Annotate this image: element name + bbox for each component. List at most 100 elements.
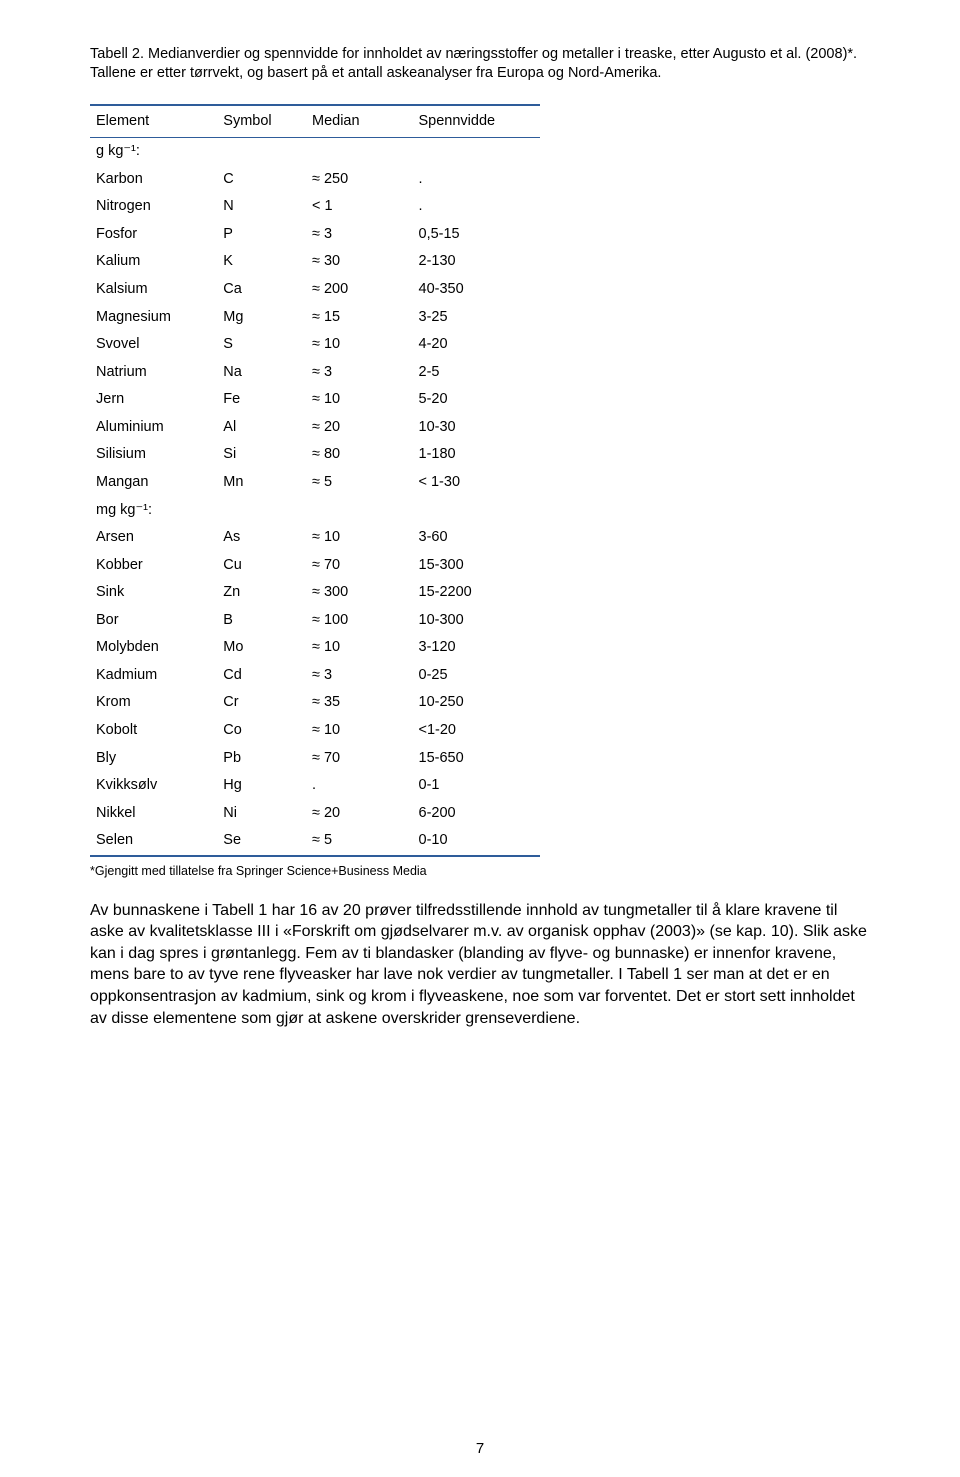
table-row: KoboltCo≈ 10<1-20 [90, 717, 540, 745]
table-row: ManganMn≈ 5< 1-30 [90, 469, 540, 497]
table-row: KvikksølvHg.0-1 [90, 772, 540, 800]
table-cell: Kadmium [90, 662, 217, 690]
table-cell: Mg [217, 304, 306, 332]
table-cell: Cr [217, 689, 306, 717]
table-cell: ≈ 300 [306, 579, 413, 607]
table-row: FosforP≈ 30,5-15 [90, 221, 540, 249]
table-cell: ≈ 5 [306, 469, 413, 497]
table-cell: 6-200 [413, 800, 541, 828]
table-cell: g kg⁻¹: [90, 138, 217, 166]
table-cell: 2-5 [413, 359, 541, 387]
table-cell: Natrium [90, 359, 217, 387]
table-cell: C [217, 166, 306, 194]
table-cell: <1-20 [413, 717, 541, 745]
col-header-spennvidde: Spennvidde [413, 105, 541, 138]
table-unit-row: g kg⁻¹: [90, 138, 540, 166]
table-cell: ≈ 15 [306, 304, 413, 332]
table-cell: Jern [90, 386, 217, 414]
table-row: AluminiumAl≈ 2010-30 [90, 414, 540, 442]
table-cell: Pb [217, 745, 306, 773]
table-caption: Tabell 2. Medianverdier og spennvidde fo… [90, 45, 870, 84]
table-row: SilisiumSi≈ 801-180 [90, 441, 540, 469]
table-body: g kg⁻¹:KarbonC≈ 250.NitrogenN< 1.FosforP… [90, 138, 540, 856]
table-cell: Bor [90, 607, 217, 635]
table-cell: 3-60 [413, 524, 541, 552]
table-cell: Hg [217, 772, 306, 800]
table-cell: Krom [90, 689, 217, 717]
table-cell: Mo [217, 634, 306, 662]
table-cell [306, 138, 413, 166]
table-cell: 10-250 [413, 689, 541, 717]
table-cell: ≈ 10 [306, 717, 413, 745]
table-cell [217, 138, 306, 166]
table-cell: 0-10 [413, 827, 541, 856]
table-cell: ≈ 100 [306, 607, 413, 635]
table-cell: ≈ 20 [306, 414, 413, 442]
table-cell: Kvikksølv [90, 772, 217, 800]
table-unit-row: mg kg⁻¹: [90, 497, 540, 525]
table-cell: ≈ 10 [306, 634, 413, 662]
table-row: KadmiumCd≈ 30-25 [90, 662, 540, 690]
table-head: Element Symbol Median Spennvidde [90, 105, 540, 138]
table-cell: Aluminium [90, 414, 217, 442]
table-cell: ≈ 80 [306, 441, 413, 469]
table-row: SelenSe≈ 50-10 [90, 827, 540, 856]
table-cell: Selen [90, 827, 217, 856]
table-cell: As [217, 524, 306, 552]
table-cell [413, 138, 541, 166]
table-cell: 3-120 [413, 634, 541, 662]
table-cell: Mangan [90, 469, 217, 497]
table-cell: Co [217, 717, 306, 745]
page-container: Tabell 2. Medianverdier og spennvidde fo… [0, 0, 960, 1477]
table-cell: Sink [90, 579, 217, 607]
table-cell: Kobolt [90, 717, 217, 745]
table-header-row: Element Symbol Median Spennvidde [90, 105, 540, 138]
table-cell: Al [217, 414, 306, 442]
table-cell: 10-300 [413, 607, 541, 635]
col-header-element: Element [90, 105, 217, 138]
table-cell: ≈ 200 [306, 276, 413, 304]
table-row: KromCr≈ 3510-250 [90, 689, 540, 717]
table-cell: Zn [217, 579, 306, 607]
col-header-symbol: Symbol [217, 105, 306, 138]
col-header-median: Median [306, 105, 413, 138]
table-cell: . [413, 193, 541, 221]
table-cell: ≈ 3 [306, 359, 413, 387]
table-cell: Fe [217, 386, 306, 414]
table-cell: Silisium [90, 441, 217, 469]
table-cell: ≈ 70 [306, 745, 413, 773]
table-cell: ≈ 20 [306, 800, 413, 828]
table-cell: ≈ 10 [306, 386, 413, 414]
table-cell: 0-25 [413, 662, 541, 690]
table-row: NatriumNa≈ 32-5 [90, 359, 540, 387]
table-cell: Kobber [90, 552, 217, 580]
table-cell: . [306, 772, 413, 800]
table-row: NitrogenN< 1. [90, 193, 540, 221]
table-row: KalsiumCa≈ 20040-350 [90, 276, 540, 304]
table-cell: Se [217, 827, 306, 856]
table-cell: 15-300 [413, 552, 541, 580]
table-row: BlyPb≈ 7015-650 [90, 745, 540, 773]
table-cell: 5-20 [413, 386, 541, 414]
table-cell: Si [217, 441, 306, 469]
table-cell: 15-650 [413, 745, 541, 773]
table-cell: N [217, 193, 306, 221]
table-cell: Cd [217, 662, 306, 690]
table-cell [413, 497, 541, 525]
body-paragraph: Av bunnaskene i Tabell 1 har 16 av 20 pr… [90, 900, 870, 1030]
table-row: KobberCu≈ 7015-300 [90, 552, 540, 580]
page-number: 7 [0, 1439, 960, 1459]
table-cell: ≈ 3 [306, 221, 413, 249]
table-cell: Svovel [90, 331, 217, 359]
table-cell: 4-20 [413, 331, 541, 359]
table-cell: 40-350 [413, 276, 541, 304]
table-cell: Nikkel [90, 800, 217, 828]
table-row: BorB≈ 10010-300 [90, 607, 540, 635]
table-cell: Mn [217, 469, 306, 497]
table-cell: ≈ 70 [306, 552, 413, 580]
table-cell [306, 497, 413, 525]
table-row: MolybdenMo≈ 103-120 [90, 634, 540, 662]
table-cell: Fosfor [90, 221, 217, 249]
table-cell: Arsen [90, 524, 217, 552]
table-row: JernFe≈ 105-20 [90, 386, 540, 414]
